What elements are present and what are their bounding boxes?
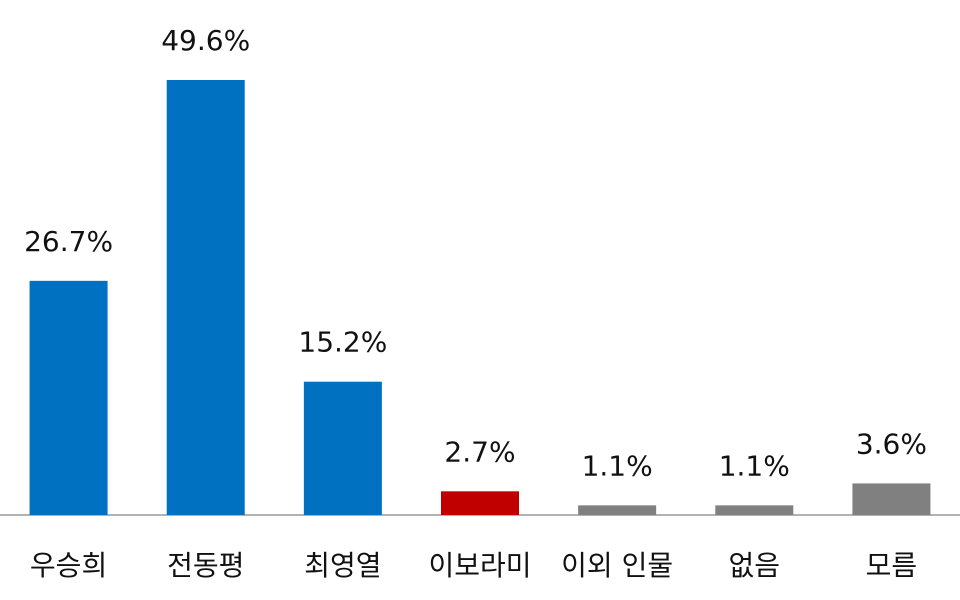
x-tick-label: 이외 인물 [561, 549, 673, 582]
x-tick-label: 전동평 [167, 549, 244, 582]
x-tick-label: 모름 [866, 549, 918, 582]
x-tick-label: 이보라미 [428, 549, 531, 582]
bar [303, 381, 382, 515]
value-label: 1.1% [719, 449, 790, 482]
x-tick-label: 최영열 [304, 549, 381, 582]
bar [441, 491, 519, 515]
value-label: 3.6% [856, 427, 927, 460]
value-label: 49.6% [161, 24, 250, 57]
bar [578, 505, 657, 515]
bar [166, 80, 245, 515]
bar [29, 280, 108, 515]
value-label: 1.1% [582, 449, 653, 482]
value-label: 2.7% [444, 435, 515, 468]
value-label: 15.2% [298, 326, 387, 359]
value-label: 26.7% [24, 225, 113, 258]
x-tick-label: 우승희 [30, 549, 107, 582]
x-tick-label: 없음 [729, 549, 781, 582]
bar [715, 505, 794, 515]
bar [852, 483, 931, 515]
